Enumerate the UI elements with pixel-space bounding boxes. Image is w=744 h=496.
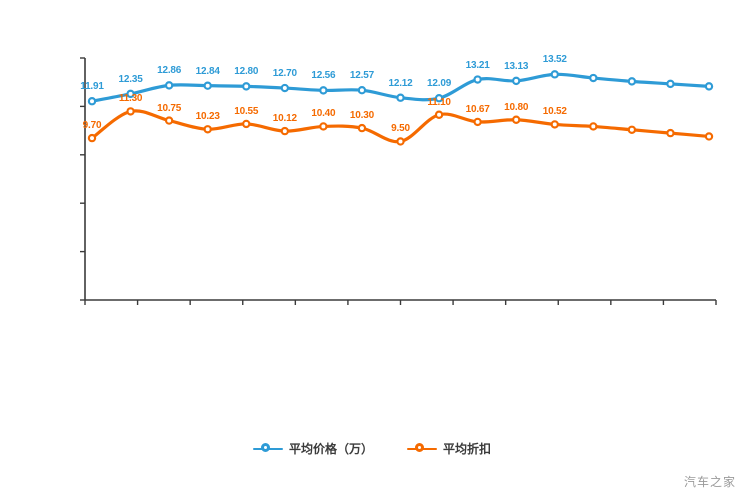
data-label: 12.35 — [118, 73, 143, 85]
data-point[interactable] — [396, 137, 405, 146]
data-label: 12.09 — [427, 78, 452, 90]
data-label: 10.40 — [311, 108, 336, 120]
data-point[interactable] — [666, 79, 675, 89]
data-label: 10.23 — [195, 111, 220, 123]
data-point[interactable] — [473, 75, 482, 84]
data-point[interactable] — [434, 110, 444, 119]
data-label: 10.80 — [504, 101, 529, 113]
data-point[interactable] — [589, 73, 598, 83]
data-label: 10.67 — [465, 103, 490, 115]
data-label: 10.75 — [157, 102, 182, 114]
data-label: 13.52 — [542, 54, 567, 66]
legend-label-average-discount: 平均折扣 — [443, 442, 492, 456]
data-point[interactable] — [511, 76, 521, 86]
data-label: 10.55 — [234, 105, 259, 117]
data-label: 13.21 — [465, 59, 490, 71]
data-point[interactable] — [280, 126, 290, 136]
data-point[interactable] — [203, 81, 212, 90]
data-point[interactable] — [319, 122, 328, 131]
data-point[interactable] — [627, 125, 637, 134]
data-label: 11.10 — [427, 96, 451, 108]
data-label: 10.52 — [542, 106, 567, 118]
data-point[interactable] — [242, 119, 251, 129]
data-label: 12.84 — [195, 65, 220, 77]
data-label: 12.12 — [388, 77, 413, 89]
chart-legend: 平均价格（万） 平均折扣 — [0, 440, 744, 457]
data-label: 12.86 — [157, 65, 182, 77]
data-point[interactable] — [280, 83, 290, 93]
data-point[interactable] — [627, 77, 637, 86]
data-point[interactable] — [704, 132, 714, 141]
data-point[interactable] — [666, 128, 675, 138]
watermark: 汽车之家 — [683, 475, 736, 489]
data-point[interactable] — [704, 82, 714, 91]
legend-marker-blue — [252, 442, 283, 456]
data-point[interactable] — [434, 94, 444, 103]
data-point[interactable] — [87, 97, 97, 106]
data-label: 12.56 — [311, 70, 336, 82]
data-point[interactable] — [242, 82, 251, 91]
data-label: 12.70 — [272, 68, 297, 80]
data-point[interactable] — [550, 120, 559, 129]
data-label: 9.70 — [82, 120, 102, 132]
legend-label-average-price: 平均价格（万） — [288, 442, 373, 456]
data-label: 10.30 — [349, 110, 374, 122]
data-point[interactable] — [357, 123, 367, 133]
data-label: 13.13 — [504, 60, 529, 72]
data-point[interactable] — [396, 93, 405, 102]
data-point[interactable] — [87, 133, 97, 143]
data-label: 12.80 — [234, 66, 259, 78]
data-point[interactable] — [319, 86, 328, 95]
legend-marker-orange — [407, 442, 437, 456]
data-point[interactable] — [126, 107, 135, 116]
data-point[interactable] — [203, 125, 212, 134]
legend-item-average-discount[interactable]: 平均折扣 — [407, 440, 491, 457]
series-layer — [87, 70, 714, 146]
data-label: 11.91 — [80, 81, 104, 93]
axis-group — [80, 57, 717, 305]
data-point[interactable] — [511, 115, 521, 124]
data-point[interactable] — [550, 70, 559, 79]
data-point[interactable] — [357, 86, 367, 95]
data-point[interactable] — [589, 122, 598, 131]
data-label: 10.12 — [272, 113, 297, 125]
legend-item-average-price[interactable]: 平均价格（万） — [252, 440, 373, 457]
data-point[interactable] — [164, 81, 174, 90]
data-label: 12.57 — [349, 70, 374, 82]
data-point[interactable] — [164, 116, 174, 125]
data-point[interactable] — [473, 117, 482, 127]
data-label: 11.30 — [118, 93, 143, 105]
data-label: 9.50 — [391, 123, 410, 135]
data-point[interactable] — [126, 89, 135, 99]
